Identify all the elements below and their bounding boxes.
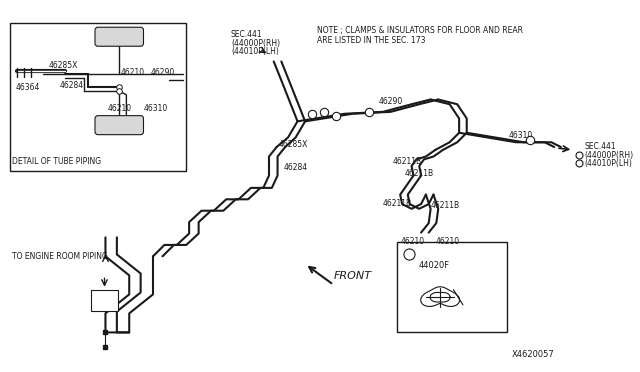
Bar — [10, 23, 186, 171]
Text: @: @ — [528, 138, 533, 143]
Text: (44010P(LH): (44010P(LH) — [584, 159, 632, 169]
Text: 46284: 46284 — [60, 81, 84, 90]
Text: @: @ — [576, 161, 582, 166]
Text: (44000P(RH): (44000P(RH) — [231, 39, 280, 48]
Text: 46310: 46310 — [509, 131, 533, 140]
Text: X4620057: X4620057 — [511, 350, 554, 359]
Text: @: @ — [333, 113, 339, 118]
Text: @: @ — [366, 109, 372, 114]
Text: 46210: 46210 — [400, 237, 424, 246]
Text: 46290: 46290 — [150, 68, 174, 77]
Text: 46210: 46210 — [435, 237, 460, 246]
Text: SEC.441: SEC.441 — [584, 142, 616, 151]
Text: 46285X: 46285X — [278, 140, 308, 150]
Text: 46285X: 46285X — [49, 61, 78, 70]
Text: NOTE ; CLAMPS & INSULATORS FOR FLOOR AND REAR: NOTE ; CLAMPS & INSULATORS FOR FLOOR AND… — [317, 26, 522, 35]
Text: 46211B: 46211B — [405, 169, 434, 178]
Text: (44000P(RH): (44000P(RH) — [584, 151, 634, 160]
Text: @: @ — [576, 152, 582, 157]
Text: @: @ — [405, 250, 412, 257]
Text: 46310: 46310 — [143, 104, 168, 113]
Text: FRONT: FRONT — [333, 271, 372, 281]
Bar — [397, 242, 507, 333]
Text: 44020F: 44020F — [419, 261, 449, 270]
Text: @: @ — [309, 111, 314, 116]
Text: (44010P(LH): (44010P(LH) — [231, 47, 279, 56]
Text: 46284: 46284 — [284, 163, 307, 172]
Text: 46290: 46290 — [378, 97, 403, 106]
Text: 46211B: 46211B — [383, 199, 412, 208]
Text: 46364: 46364 — [16, 83, 40, 92]
Text: DETAIL OF TUBE PIPING: DETAIL OF TUBE PIPING — [12, 157, 101, 166]
Text: 46211B: 46211B — [431, 201, 460, 210]
Text: 46210: 46210 — [121, 68, 145, 77]
Text: 46211B: 46211B — [392, 157, 422, 166]
Text: @: @ — [321, 109, 327, 114]
Text: ARE LISTED IN THE SEC. 173: ARE LISTED IN THE SEC. 173 — [317, 36, 425, 45]
Bar — [91, 290, 118, 311]
Text: 46210: 46210 — [108, 104, 131, 113]
Text: SEC.441: SEC.441 — [231, 30, 262, 39]
Text: TO ENGINE ROOM PIPING: TO ENGINE ROOM PIPING — [12, 251, 108, 261]
FancyBboxPatch shape — [95, 116, 143, 135]
FancyBboxPatch shape — [95, 27, 143, 46]
